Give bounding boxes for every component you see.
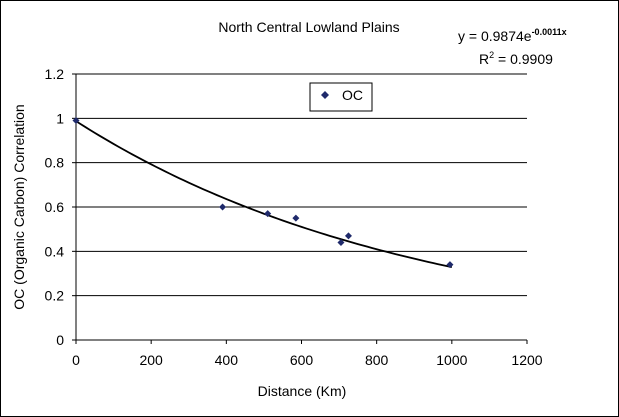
chart-title: North Central Lowland Plains bbox=[218, 19, 399, 35]
x-tick-label: 200 bbox=[139, 352, 163, 368]
trendline-curve bbox=[75, 120, 453, 269]
x-tick-label: 1000 bbox=[436, 352, 467, 368]
data-point bbox=[72, 117, 80, 125]
legend-label-oc: OC bbox=[342, 87, 363, 103]
x-tick-label: 600 bbox=[290, 352, 314, 368]
axes bbox=[72, 73, 528, 344]
x-tick-label: 400 bbox=[215, 352, 239, 368]
x-tick-label: 800 bbox=[365, 352, 389, 368]
x-axis-title: Distance (Km) bbox=[258, 383, 347, 399]
trendline-equation: y = 0.9874e-0.0011x bbox=[458, 27, 567, 44]
y-tick-label: 0.2 bbox=[45, 288, 65, 304]
data-point bbox=[264, 210, 272, 218]
x-tick-label: 0 bbox=[72, 352, 80, 368]
y-tick-label: 0.4 bbox=[45, 243, 65, 259]
x-tick-labels: 0 200 400 600 800 1000 1200 bbox=[72, 352, 543, 368]
y-tick-label: 1 bbox=[56, 110, 64, 126]
y-tick-label: 1.2 bbox=[45, 66, 65, 82]
y-axis-title: OC (Organic Carbon) Correlation bbox=[11, 104, 27, 309]
r-squared-label: R2 = 0.9909 bbox=[479, 50, 553, 67]
data-point bbox=[292, 214, 300, 222]
x-tick-label: 1200 bbox=[511, 352, 542, 368]
trendline bbox=[75, 120, 453, 269]
data-point bbox=[446, 261, 454, 269]
gridlines bbox=[76, 73, 527, 297]
data-point bbox=[344, 232, 352, 240]
y-tick-label: 0 bbox=[56, 332, 64, 348]
y-tick-labels: 0 0.2 0.4 0.6 0.8 1 1.2 bbox=[45, 66, 65, 348]
legend-marker-oc bbox=[321, 91, 329, 99]
y-tick-label: 0.8 bbox=[45, 155, 65, 171]
data-point bbox=[337, 238, 345, 246]
data-points bbox=[72, 117, 454, 269]
data-point bbox=[219, 203, 227, 211]
y-tick-label: 0.6 bbox=[45, 199, 65, 215]
legend: OC bbox=[309, 82, 373, 112]
